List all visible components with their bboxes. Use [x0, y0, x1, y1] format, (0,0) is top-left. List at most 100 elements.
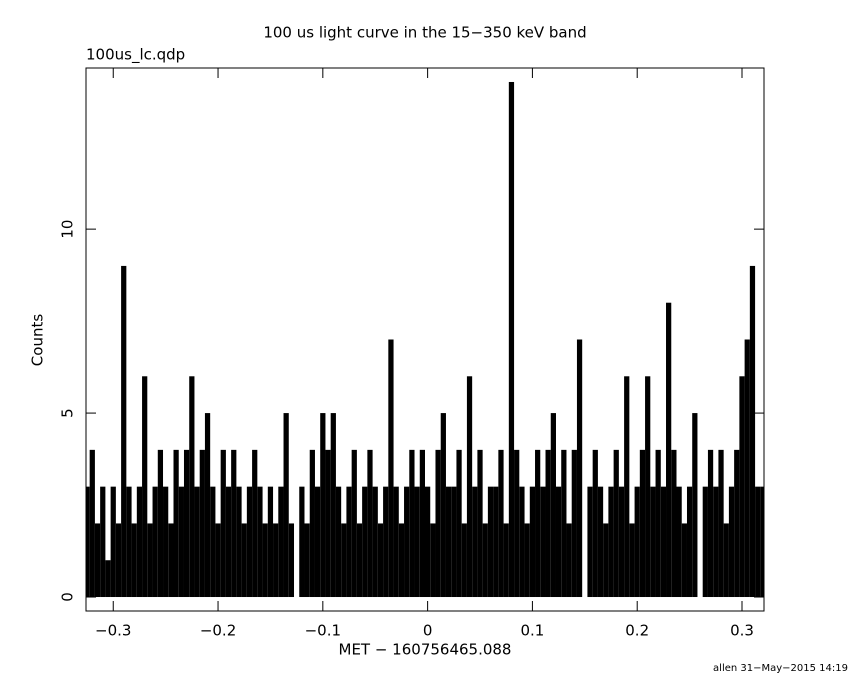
bar — [105, 560, 111, 598]
bar — [498, 449, 504, 598]
bar — [755, 486, 761, 598]
bar — [142, 376, 148, 598]
bar — [131, 523, 137, 598]
bar — [356, 523, 363, 598]
bar — [451, 486, 457, 598]
bar — [86, 486, 90, 598]
bar — [100, 486, 106, 598]
bar — [152, 486, 158, 598]
bar — [121, 265, 127, 598]
x-tick-label: 0.3 — [730, 622, 754, 640]
bar — [430, 523, 436, 598]
bar — [362, 486, 368, 598]
bar — [351, 449, 357, 598]
y-axis-label: Counts — [29, 314, 47, 367]
bar — [514, 449, 520, 598]
bar — [283, 413, 289, 598]
bar — [566, 523, 572, 598]
bar — [288, 523, 295, 598]
bar — [445, 486, 452, 598]
bar — [587, 486, 593, 598]
bar — [576, 339, 583, 598]
bar — [341, 523, 347, 598]
bar — [346, 486, 352, 598]
bar — [707, 449, 714, 598]
bar — [487, 486, 494, 598]
bar — [414, 486, 420, 598]
bar — [545, 449, 551, 598]
bar — [713, 486, 719, 598]
bar — [126, 486, 132, 598]
bar — [335, 486, 342, 598]
bar — [262, 523, 268, 598]
bar — [377, 523, 384, 598]
bar — [613, 449, 619, 598]
bar — [325, 449, 331, 598]
bar — [608, 486, 614, 598]
bar — [183, 449, 190, 598]
bar — [535, 449, 541, 598]
bar — [555, 486, 562, 598]
x-tick-label: −0.1 — [305, 622, 341, 640]
bar — [115, 523, 122, 598]
footer: allen 31−May−2015 14:19 — [713, 663, 848, 674]
bar — [440, 413, 446, 598]
bar — [524, 523, 530, 598]
y-tick-label: 0 — [59, 592, 77, 602]
bar — [225, 486, 232, 598]
plot-frame — [85, 67, 765, 612]
bar — [236, 486, 242, 598]
bar — [194, 486, 200, 598]
bar — [571, 449, 577, 598]
bar — [671, 449, 677, 598]
bar — [199, 449, 205, 598]
x-tick-label: −0.2 — [200, 622, 236, 640]
y-tick-label: 5 — [59, 408, 77, 418]
bar — [314, 486, 321, 598]
bar — [241, 523, 247, 598]
bar — [273, 523, 279, 598]
bar — [493, 486, 499, 598]
bar — [393, 486, 399, 598]
bar — [540, 486, 546, 598]
bar — [597, 486, 604, 598]
bar — [89, 449, 95, 598]
bar — [624, 376, 630, 598]
bar — [645, 376, 651, 598]
bar — [603, 523, 609, 598]
bar — [466, 376, 473, 598]
bar — [634, 486, 640, 598]
bar — [409, 449, 415, 598]
bar — [267, 486, 274, 598]
bar — [231, 449, 237, 598]
bar — [508, 81, 515, 598]
bar — [178, 486, 184, 598]
bar — [257, 486, 263, 598]
bar — [309, 449, 315, 598]
bar — [110, 486, 116, 598]
bar — [419, 449, 425, 598]
bar — [472, 486, 478, 598]
bar — [388, 339, 394, 598]
chart-subtitle: 100us_lc.qdp — [86, 46, 185, 65]
bar — [278, 486, 284, 598]
bar — [367, 449, 373, 598]
bar — [204, 413, 211, 598]
x-tick-label: 0.1 — [520, 622, 544, 640]
bar — [168, 523, 174, 598]
bar — [189, 376, 195, 598]
x-tick-label: 0.2 — [625, 622, 649, 640]
bar — [425, 486, 431, 598]
bar — [404, 486, 410, 598]
bar — [561, 449, 567, 598]
bar — [655, 449, 661, 598]
bar — [650, 486, 656, 598]
bar — [210, 486, 216, 598]
bar — [676, 486, 682, 598]
bar — [639, 449, 646, 598]
bar — [220, 449, 226, 598]
bar — [519, 486, 525, 598]
bar — [383, 486, 389, 598]
bar — [398, 523, 405, 598]
bar — [147, 523, 153, 598]
